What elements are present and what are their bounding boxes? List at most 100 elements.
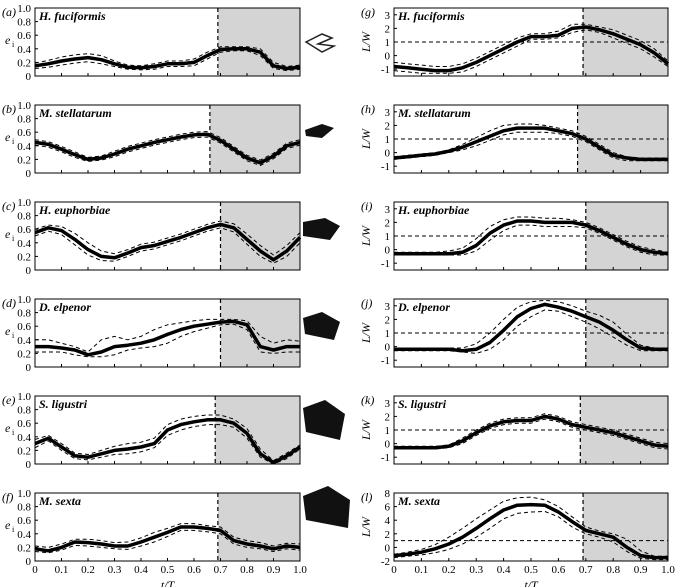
panel-label: (c) xyxy=(2,199,15,213)
y-axis-label: L/W xyxy=(359,225,373,247)
bound-line xyxy=(394,309,668,354)
x-tick-label: 0.3 xyxy=(469,564,483,576)
species-label: D. elpenor xyxy=(397,300,450,314)
y-tick-label: 6 xyxy=(385,502,391,514)
y-tick-label: 1.0 xyxy=(17,197,31,209)
shaded-region xyxy=(220,202,300,270)
bound-line xyxy=(393,123,668,159)
species-label: S. ligustri xyxy=(398,397,447,411)
x-tick-label: 0.4 xyxy=(134,564,148,576)
y-tick-label: 2 xyxy=(385,23,391,35)
x-tick-label: 0.5 xyxy=(161,564,175,576)
species-label: H. euphorbiae xyxy=(38,203,111,217)
x-axis-label: t/T xyxy=(524,578,539,587)
bound-line xyxy=(35,318,301,353)
y-axis-label-subscript: i xyxy=(12,137,15,146)
y-axis-label: e xyxy=(5,33,11,47)
x-tick-label: 0.8 xyxy=(240,564,254,576)
y-tick-label: 0.8 xyxy=(17,17,31,29)
bound-line xyxy=(34,227,301,264)
y-tick-label: 0.8 xyxy=(17,405,31,417)
y-tick-label: 1.0 xyxy=(17,294,31,306)
species-label: H. euphorbiae xyxy=(397,203,470,217)
panel: 0 0.20.4 0.60.8 1.0(e) S. ligustri e i xyxy=(2,391,301,471)
panel-label: (l) xyxy=(361,490,372,504)
y-tick-label: 1 xyxy=(385,134,391,146)
bound-line xyxy=(34,424,301,465)
y-tick-label: 0.2 xyxy=(17,251,31,263)
panel: 0 0.20.4 0.60.8 1.0(c) H. euphorbiae e i xyxy=(2,197,302,277)
bound-line xyxy=(35,323,300,358)
x-tick-label: 0.9 xyxy=(267,564,281,576)
y-tick-label: -1 xyxy=(381,258,390,270)
panel: -10 1 23 (j) D. elpenor L/W xyxy=(359,296,669,368)
panel-label: (g) xyxy=(361,5,375,19)
y-tick-label: 2 xyxy=(385,411,391,423)
y-axis-label: L/W xyxy=(359,31,373,53)
y-tick-label: 0 xyxy=(26,168,32,180)
x-tick-label: 0.1 xyxy=(55,564,69,576)
species-label: M. stellatarum xyxy=(397,106,471,120)
bound-line xyxy=(394,299,668,349)
panel: 00.20.40.60.81.00 0.1 0.2 0.3 0.4 0.5 0.6 0.7 0.… xyxy=(2,488,307,587)
shaded-region xyxy=(217,8,300,76)
wing-silhouettes xyxy=(303,33,350,528)
bound-line xyxy=(34,529,301,554)
x-tick-label: 0.8 xyxy=(606,564,620,576)
y-axis-label: L/W xyxy=(359,322,373,344)
y-tick-label: -1 xyxy=(381,355,390,367)
y-tick-label: 1.0 xyxy=(17,391,31,403)
y-axis-label: e xyxy=(5,227,11,241)
shaded-region xyxy=(220,299,300,367)
mean-line xyxy=(34,525,301,553)
panel-label: (k) xyxy=(361,393,374,407)
x-tick-label: 0 xyxy=(391,564,397,576)
y-tick-label: 2 xyxy=(385,314,391,326)
panel-label: (b) xyxy=(2,102,16,116)
bound-line xyxy=(394,413,669,447)
y-tick-label: 0 xyxy=(26,459,32,471)
bound-line xyxy=(34,136,301,166)
bound-line xyxy=(393,23,669,67)
bound-line xyxy=(393,131,668,162)
panel: -10 1 23 (k) S. ligustri L/W xyxy=(359,393,669,465)
y-tick-label: 8 xyxy=(385,488,391,500)
y-tick-label: 1 xyxy=(385,37,391,49)
shaded-region xyxy=(217,493,300,561)
x-tick-label: 0.2 xyxy=(442,564,456,576)
bound-line xyxy=(394,418,669,450)
panel-label: (e) xyxy=(2,393,15,407)
y-tick-label: 0.4 xyxy=(17,141,31,153)
mean-line xyxy=(34,418,301,465)
mean-line xyxy=(393,502,668,560)
y-axis-label-subscript: i xyxy=(12,428,15,437)
y-tick-label: 0.2 xyxy=(17,542,31,554)
y-tick-label: 0.2 xyxy=(17,348,31,360)
species-label: H. fuciformis xyxy=(38,9,106,23)
y-axis-label: e xyxy=(5,130,11,144)
y-tick-label: 0 xyxy=(26,556,32,568)
y-tick-label: 2 xyxy=(385,120,391,132)
y-tick-label: 3 xyxy=(385,107,391,119)
y-tick-label: 3 xyxy=(385,398,391,410)
y-tick-label: 0 xyxy=(26,71,32,83)
x-tick-label: 0.7 xyxy=(579,564,593,576)
y-tick-label: 0.8 xyxy=(17,502,31,514)
y-tick-label: 1 xyxy=(385,425,391,437)
y-tick-label: -2 xyxy=(381,556,390,568)
y-tick-label: 0 xyxy=(385,148,391,160)
y-tick-label: 3 xyxy=(385,301,391,313)
y-tick-label: 0 xyxy=(26,265,32,277)
y-tick-label: 0.6 xyxy=(17,515,31,527)
mean-line xyxy=(35,319,300,357)
x-tick-label: 0.2 xyxy=(81,564,95,576)
y-tick-label: 0.6 xyxy=(17,321,31,333)
panel: 0 0.20.4 0.60.8 1.0(d) D. elpenor e i xyxy=(2,294,301,374)
y-axis-label-subscript: i xyxy=(12,331,15,340)
y-axis-label-subscript: i xyxy=(12,234,15,243)
bound-line xyxy=(394,224,668,256)
y-tick-label: 0.4 xyxy=(17,335,31,347)
